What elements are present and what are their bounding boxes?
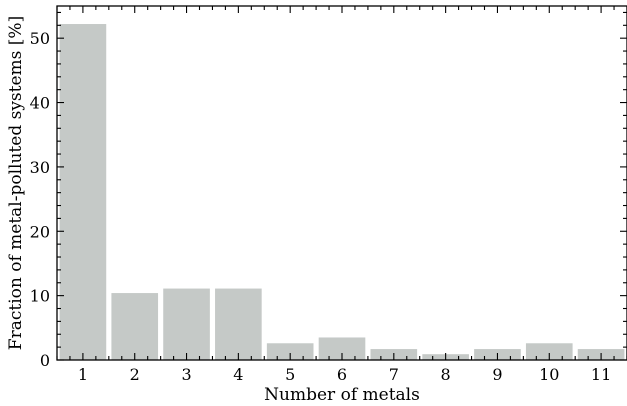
bar-5 <box>266 343 314 360</box>
ticks-group <box>56 6 627 361</box>
y-tick-label: 0 <box>40 351 50 370</box>
x-tick-label: 5 <box>285 365 295 384</box>
bar-2 <box>111 293 159 360</box>
y-tick-label: 20 <box>30 222 50 241</box>
y-tick-label: 50 <box>30 29 50 48</box>
bar-1 <box>59 24 107 360</box>
x-axis-label: Number of metals <box>264 385 420 405</box>
x-tick-label: 4 <box>233 365 243 384</box>
bars-group <box>59 24 625 360</box>
x-tick-label: 2 <box>130 365 140 384</box>
tick-labels-group: 1 2 3 4 5 6 7 8 9 10 11 0 10 20 30 40 50 <box>30 29 612 384</box>
x-tick-label: 11 <box>591 365 611 384</box>
x-tick-label: 8 <box>441 365 451 384</box>
x-tick-label: 6 <box>337 365 347 384</box>
bar-10 <box>525 343 573 360</box>
y-tick-label: 30 <box>30 158 50 177</box>
bar-4 <box>215 288 262 360</box>
x-tick-label: 7 <box>389 365 399 384</box>
x-tick-label: 9 <box>492 365 502 384</box>
plot-frame <box>56 5 627 361</box>
y-tick-label: 40 <box>30 94 50 113</box>
x-tick-label: 1 <box>78 365 88 384</box>
x-tick-label: 10 <box>539 365 559 384</box>
x-tick-label: 3 <box>181 365 191 384</box>
y-tick-label: 10 <box>30 287 50 306</box>
bar-3 <box>163 288 210 360</box>
bar-6 <box>318 337 366 360</box>
y-axis-label: Fraction of metal-polluted systems [%] <box>6 16 26 350</box>
